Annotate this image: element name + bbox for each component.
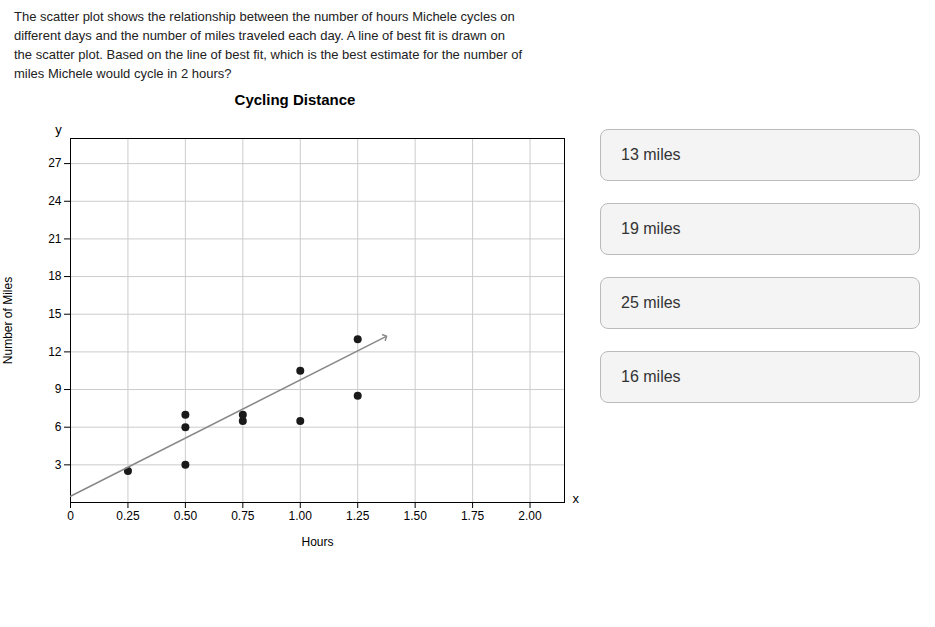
html-text:13 miles: 13 miles — [621, 146, 681, 164]
html-text:25 miles: 25 miles — [621, 294, 681, 312]
svg-text:15: 15 — [48, 307, 62, 321]
svg-text:1.25: 1.25 — [346, 509, 370, 523]
svg-text:0.75: 0.75 — [231, 509, 255, 523]
svg-text:24: 24 — [48, 194, 62, 208]
svg-text:12: 12 — [48, 345, 62, 359]
html-text:16 miles: 16 miles — [621, 368, 681, 386]
svg-text:1.00: 1.00 — [289, 509, 313, 523]
svg-text:1.75: 1.75 — [461, 509, 485, 523]
svg-text:0: 0 — [67, 509, 74, 523]
svg-text:Number of Miles: Number of Miles — [1, 277, 15, 364]
svg-text:6: 6 — [55, 420, 62, 434]
svg-text:3: 3 — [55, 458, 62, 472]
svg-text:Hours: Hours — [301, 535, 333, 549]
svg-text:1.50: 1.50 — [403, 509, 427, 523]
svg-text:0.25: 0.25 — [116, 509, 140, 523]
svg-text:9: 9 — [55, 383, 62, 397]
html-text:The scatter plot shows the rel: The scatter plot shows the relationship … — [14, 9, 522, 81]
svg-text:27: 27 — [48, 157, 62, 171]
svg-text:2.00: 2.00 — [518, 509, 542, 523]
svg-text:x: x — [573, 491, 580, 506]
svg-text:0.50: 0.50 — [174, 509, 198, 523]
svg-text:y: y — [55, 122, 62, 137]
svg-text:18: 18 — [48, 270, 62, 284]
html-text:Cycling Distance: Cycling Distance — [234, 91, 356, 109]
html-text:19 miles: 19 miles — [621, 220, 681, 238]
svg-text:21: 21 — [48, 232, 62, 246]
